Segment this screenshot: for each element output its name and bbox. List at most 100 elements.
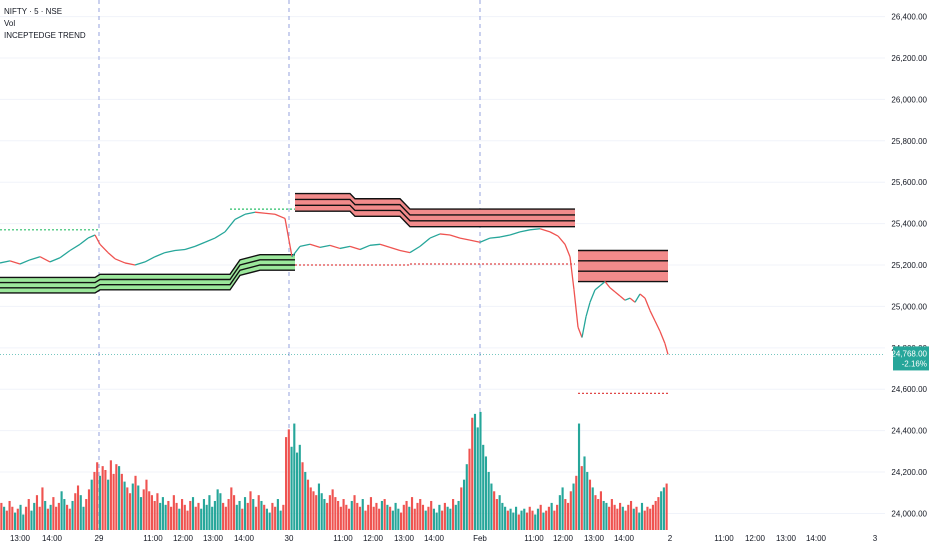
volume-bar <box>364 510 367 530</box>
volume-bar <box>219 493 222 530</box>
price-segment <box>624 297 631 301</box>
time-tick: 3 <box>873 534 878 543</box>
trend-indicator-label[interactable]: INCEPTEDGE TREND <box>4 31 86 40</box>
volume-bar <box>241 508 244 530</box>
volume-bar <box>558 495 561 530</box>
volume-bar <box>391 510 394 530</box>
price-segment <box>649 310 656 322</box>
volume-bar <box>104 470 107 530</box>
price-segment <box>264 212 276 215</box>
volume-bar <box>605 502 608 530</box>
volume-bar <box>8 500 11 530</box>
time-tick: 14:00 <box>42 534 63 543</box>
trend-band-line <box>0 253 295 279</box>
volume-bar <box>640 502 644 530</box>
time-tick: 13:00 <box>776 534 797 543</box>
volume-bar <box>495 499 498 530</box>
volume-bar <box>621 506 624 530</box>
volume-bar <box>520 510 523 530</box>
price-segment <box>0 260 11 264</box>
price-segment <box>49 257 61 263</box>
volume-bar <box>462 479 466 530</box>
volume-bar <box>542 512 545 530</box>
volume-bar <box>85 499 88 530</box>
volume-bar <box>629 500 633 530</box>
volume-bar <box>419 499 422 530</box>
volume-bar <box>523 508 526 530</box>
volume-bar <box>572 483 575 530</box>
volume-bar <box>569 491 572 530</box>
price-tick: 25,000.00 <box>891 302 927 311</box>
volume-bar <box>238 500 241 530</box>
price-segment <box>254 211 266 214</box>
volume-bar <box>608 506 611 530</box>
volume-bar <box>619 502 622 530</box>
trend-band-fill <box>295 193 575 227</box>
price-segment <box>224 219 236 233</box>
volume-bar <box>468 448 471 530</box>
trend-bands <box>0 192 668 294</box>
price-segment <box>329 244 341 250</box>
volume-bar <box>293 423 296 530</box>
price-tick: 24,600.00 <box>891 385 927 394</box>
volume-bar <box>610 499 613 530</box>
volume-bar <box>271 502 274 530</box>
volume-bar <box>660 491 663 530</box>
price-segment <box>557 235 566 245</box>
volume-bar <box>525 512 529 530</box>
price-segment <box>244 211 256 215</box>
volume-bar <box>298 444 301 530</box>
volume-bars <box>0 411 668 530</box>
volume-indicator-label[interactable]: Vol <box>4 19 16 28</box>
price-segment <box>174 248 186 252</box>
volume-bar <box>172 495 175 530</box>
volume-bar <box>323 499 326 530</box>
price-segment <box>619 295 626 301</box>
price-segment <box>87 234 96 239</box>
volume-bar <box>79 495 82 530</box>
volume-bar <box>643 510 646 530</box>
volume-bar <box>227 499 230 530</box>
volume-bar <box>222 502 225 530</box>
symbol-title[interactable]: NIFTY · 5 · NSE <box>4 7 63 16</box>
volume-bar <box>306 479 310 530</box>
price-segment <box>659 331 666 344</box>
price-segment <box>629 297 636 303</box>
volume-bar <box>139 497 143 530</box>
price-segment <box>519 229 531 233</box>
volume-bar <box>402 504 405 530</box>
price-segment <box>164 249 176 254</box>
volume-bar <box>449 508 452 530</box>
volume-bar <box>44 500 47 530</box>
price-segment <box>274 213 286 220</box>
price-segment <box>529 228 541 231</box>
price-segment <box>234 213 246 221</box>
price-segment <box>69 243 81 252</box>
volume-bar <box>471 417 474 530</box>
price-segment <box>284 218 293 257</box>
volume-bar <box>476 427 479 530</box>
trend-band-line <box>0 269 295 294</box>
volume-bar <box>295 452 299 530</box>
volume-bar <box>410 497 414 530</box>
volume-bar <box>98 475 101 530</box>
volume-bar <box>285 437 288 530</box>
volume-bar <box>430 500 433 530</box>
trend-band-line <box>295 204 575 222</box>
volume-bar <box>564 499 567 530</box>
time-tick: 29 <box>95 534 104 543</box>
volume-bar <box>446 506 449 530</box>
time-tick: 11:00 <box>524 534 544 543</box>
volume-bar <box>16 508 19 530</box>
price-badge: 24,768.00 -2.16% <box>891 346 929 371</box>
volume-bar <box>367 504 370 530</box>
trend-band-line <box>295 210 575 228</box>
price-segment <box>319 244 331 249</box>
volume-bar <box>126 487 129 530</box>
volume-bar <box>148 491 151 530</box>
price-segment <box>339 245 351 250</box>
volume-bar <box>57 502 60 530</box>
volume-bar <box>161 497 164 530</box>
volume-bar <box>528 506 531 530</box>
